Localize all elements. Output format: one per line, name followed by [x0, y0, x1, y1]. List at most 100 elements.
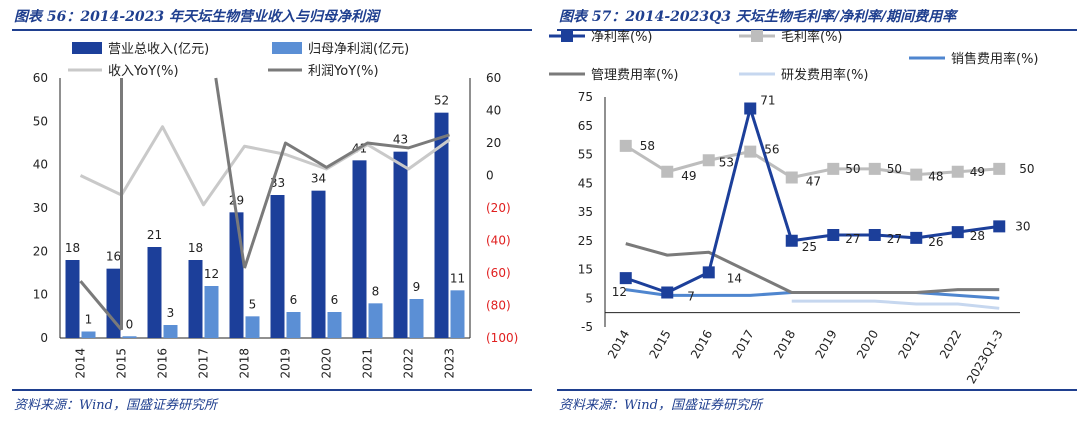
- series-marker: [868, 162, 881, 175]
- legend-label: 营业总收入(亿元): [108, 42, 209, 57]
- series-marker: [702, 266, 715, 279]
- profit-yoy-line: [243, 133, 450, 269]
- y-tick-label: 25: [578, 234, 593, 248]
- x-tick-label: 2014: [605, 328, 632, 361]
- profit-bar-label: 8: [372, 284, 380, 298]
- series-marker: [744, 145, 757, 158]
- series-marker: [661, 165, 674, 178]
- revenue-bar-label: 21: [147, 228, 162, 242]
- left-y-tick-label: 60: [33, 71, 48, 85]
- profit-bar-label: 5: [249, 297, 257, 311]
- x-tick-label: 2018: [238, 348, 252, 379]
- revenue-bar-label: 52: [434, 94, 449, 108]
- gross-margin-label: 50: [1019, 162, 1034, 176]
- series-marker: [827, 229, 840, 241]
- profit-yoy-spike: [214, 77, 246, 269]
- net-margin-label: 30: [1015, 219, 1030, 233]
- net-margin-label: 26: [928, 235, 943, 249]
- left-chart-panel: 图表 56：2014-2023 年天坛生物营业收入与归母净利润 0 10 20 30 4…: [0, 0, 534, 421]
- revenue-bar: [352, 160, 367, 338]
- legend-swatch: [72, 42, 102, 54]
- gross-margin-label: 49: [681, 169, 696, 183]
- revenue-bar-label: 16: [106, 250, 121, 264]
- x-tick-label: 2023: [443, 348, 457, 379]
- y-tick-label: 45: [578, 176, 593, 190]
- profit-bar: [245, 316, 260, 338]
- series-line: [625, 242, 1000, 294]
- x-tick-label: 2016: [156, 348, 170, 379]
- x-tick-label: 2021: [895, 328, 922, 361]
- profit-bar: [286, 312, 301, 338]
- profit-bar-label: 12: [204, 267, 219, 281]
- gross-margin-label: 50: [845, 162, 860, 176]
- net-margin-label: 12: [612, 285, 627, 299]
- net-margin-label: 27: [845, 232, 860, 246]
- left-y-tick-label: 40: [33, 158, 48, 172]
- profit-bar: [450, 290, 465, 338]
- series-marker: [868, 229, 881, 241]
- revenue-yoy-line: [79, 125, 451, 207]
- profit-bar: [163, 325, 178, 338]
- y-tick-label: 15: [578, 263, 593, 277]
- revenue-bar: [106, 268, 121, 338]
- legend-label: 归母净利润(亿元): [308, 42, 409, 57]
- x-tick-label: 2022: [937, 328, 964, 361]
- net-margin-label: 27: [887, 232, 902, 246]
- x-tick-label: 2020: [854, 328, 881, 361]
- right-title-rule: [557, 29, 1077, 31]
- left-y-tick-label: 0: [40, 331, 48, 345]
- profit-yoy-line: [79, 280, 123, 331]
- profit-bar: [122, 336, 137, 338]
- net-margin-label: 71: [760, 94, 775, 108]
- right-chart-title: 图表 57：2014-2023Q3 天坛生物毛利率/净利率/期间费用率: [559, 9, 957, 25]
- revenue-bar: [434, 112, 449, 339]
- net-margin-label: 25: [802, 240, 817, 254]
- legend-label: 净利率(%): [591, 29, 653, 45]
- legend-marker: [561, 30, 573, 42]
- series-marker: [744, 102, 757, 115]
- y-tick-label: 5: [585, 291, 593, 305]
- right-y-tick-label: 0: [486, 169, 494, 183]
- left-y-tick-label: 50: [33, 114, 48, 128]
- x-tick-label: 2018: [771, 328, 798, 361]
- series-line: [624, 144, 1000, 179]
- right-y-tick-label: 60: [486, 71, 501, 85]
- profit-bar-label: 3: [167, 306, 175, 320]
- right-y-tick-label: 40: [486, 104, 501, 118]
- series-line: [625, 107, 1000, 294]
- gross-margin-label: 56: [764, 143, 779, 157]
- legend-label: 销售费用率(%): [951, 51, 1039, 67]
- left-chart-title: 图表 56：2014-2023 年天坛生物营业收入与归母净利润: [14, 9, 379, 25]
- gross-margin-label: 47: [806, 175, 821, 189]
- x-tick-label: 2019: [279, 348, 293, 379]
- profit-bar: [327, 312, 342, 338]
- profit-bar-label: 9: [413, 280, 421, 294]
- x-tick-label: 2021: [361, 348, 375, 379]
- profit-bar: [81, 331, 96, 338]
- revenue-bar-label: 43: [393, 133, 408, 147]
- series-marker: [993, 220, 1006, 233]
- net-margin-label: 7: [687, 290, 695, 304]
- x-tick-label: 2023Q1-3: [964, 328, 1006, 387]
- revenue-bar: [311, 190, 326, 338]
- right-source-rule: [557, 389, 1077, 391]
- left-source-rule: [12, 389, 532, 391]
- net-margin-label: 14: [727, 271, 742, 285]
- left-chart-source: 资料来源：Wind，国盛证券研究所: [14, 398, 217, 413]
- right-y-tick-label: (60): [486, 266, 511, 280]
- series-marker: [910, 168, 923, 181]
- series-marker: [619, 139, 632, 152]
- y-tick-label: 65: [578, 119, 593, 133]
- gross-margin-label: 58: [640, 139, 655, 153]
- revenue-bar: [393, 151, 408, 338]
- left-y-tick-label: 10: [33, 288, 48, 302]
- revenue-bar-label: 18: [188, 241, 203, 255]
- y-tick-label: 55: [578, 148, 593, 162]
- revenue-bar-label: 18: [65, 241, 80, 255]
- legend-label: 利润YoY(%): [308, 64, 379, 79]
- right-y-tick-label: (20): [486, 201, 511, 215]
- legend-label: 收入YoY(%): [108, 64, 179, 79]
- left-title-rule: [12, 29, 532, 31]
- profit-bar-label: 6: [290, 293, 298, 307]
- profit-bar-label: 0: [126, 317, 134, 331]
